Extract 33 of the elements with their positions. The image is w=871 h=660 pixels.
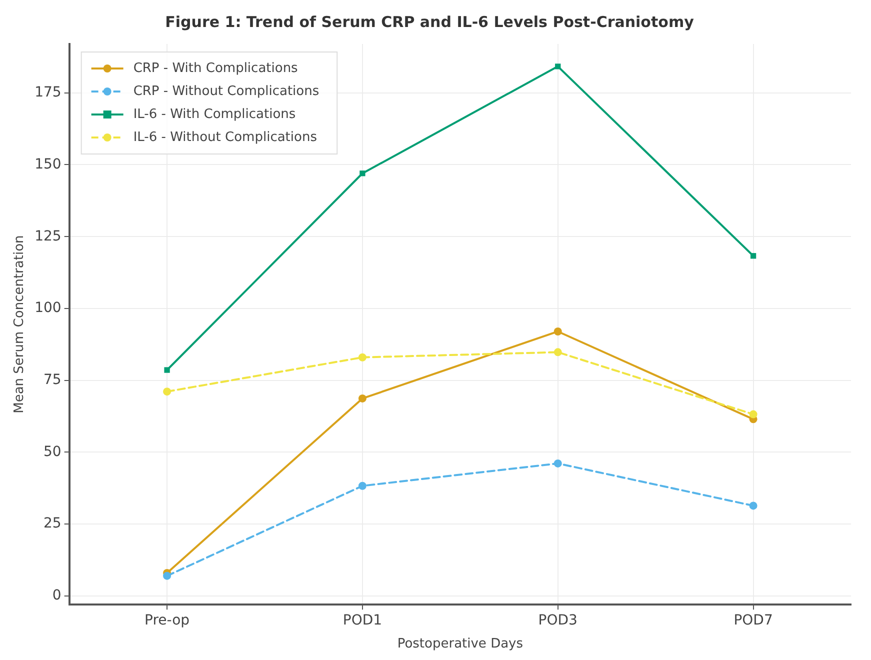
point: [750, 253, 756, 259]
y-axis-title: Mean Serum Concentration: [12, 235, 28, 414]
legend-label: IL-6 - With Complications: [133, 106, 296, 122]
point: [358, 353, 366, 362]
point: [358, 482, 366, 490]
point: [749, 410, 758, 418]
y-tick-label: 175: [34, 84, 62, 101]
y-tick-label: 50: [43, 444, 62, 460]
y-tick-label: 150: [34, 156, 62, 172]
point: [164, 367, 170, 373]
point: [555, 64, 561, 70]
x-tick-label: Pre-op: [144, 612, 190, 629]
y-tick-label: 100: [34, 300, 62, 316]
x-axis-title: Postoperative Days: [397, 636, 524, 652]
point: [163, 388, 172, 396]
y-tick-label: 25: [43, 516, 62, 532]
chart-title: Figure 1: Trend of Serum CRP and IL-6 Levels Post-Craniotomy: [165, 12, 694, 31]
point: [163, 572, 172, 580]
x-tick-label: POD3: [538, 612, 578, 629]
point: [554, 348, 562, 356]
point: [749, 502, 758, 510]
y-tick-label: 75: [43, 372, 62, 388]
point: [554, 327, 562, 336]
x-tick-label: POD7: [734, 612, 773, 629]
legend-label: CRP - Without Complications: [133, 84, 320, 99]
point: [554, 459, 562, 468]
point: [360, 170, 366, 176]
y-tick-label: 125: [34, 228, 62, 244]
legend-label: CRP - With Complications: [133, 60, 298, 76]
y-tick-label: 0: [52, 588, 62, 604]
x-tick-label: POD1: [342, 612, 382, 629]
legend-label: IL-6 - Without Complications: [133, 130, 318, 145]
point: [358, 394, 366, 402]
